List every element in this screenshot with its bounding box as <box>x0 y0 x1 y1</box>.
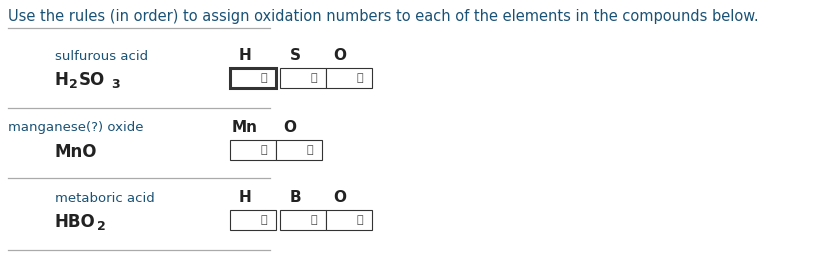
Text: ⌵: ⌵ <box>357 73 363 83</box>
Text: ⌵: ⌵ <box>261 145 267 155</box>
Text: Mn: Mn <box>232 120 258 135</box>
Text: O: O <box>333 190 347 205</box>
Text: Use the rules (in order) to assign oxidation numbers to each of the elements in : Use the rules (in order) to assign oxida… <box>8 8 759 24</box>
Text: ⌵: ⌵ <box>357 215 363 225</box>
Text: ⌵: ⌵ <box>311 215 317 225</box>
Text: metaboric acid: metaboric acid <box>55 192 155 204</box>
Text: H: H <box>238 190 252 205</box>
Text: ⌵: ⌵ <box>307 145 313 155</box>
FancyBboxPatch shape <box>326 210 372 230</box>
FancyBboxPatch shape <box>230 68 276 88</box>
Text: O: O <box>283 120 297 135</box>
FancyBboxPatch shape <box>280 210 326 230</box>
Text: MnO: MnO <box>55 143 97 161</box>
Text: ⌵: ⌵ <box>261 215 267 225</box>
Text: ⌵: ⌵ <box>311 73 317 83</box>
FancyBboxPatch shape <box>230 210 276 230</box>
Text: B: B <box>289 190 301 205</box>
FancyBboxPatch shape <box>276 140 322 160</box>
FancyBboxPatch shape <box>280 68 326 88</box>
Text: H: H <box>238 49 252 64</box>
Text: H: H <box>55 71 69 89</box>
FancyBboxPatch shape <box>326 68 372 88</box>
Text: HBO: HBO <box>55 213 96 231</box>
Text: S: S <box>290 49 301 64</box>
Text: ⌵: ⌵ <box>261 73 267 83</box>
Text: O: O <box>333 49 347 64</box>
Text: sulfurous acid: sulfurous acid <box>55 50 148 62</box>
Text: manganese(?) oxide: manganese(?) oxide <box>8 121 143 135</box>
Text: 2: 2 <box>69 78 77 91</box>
Text: 3: 3 <box>111 78 120 91</box>
Text: 2: 2 <box>97 220 106 233</box>
FancyBboxPatch shape <box>230 140 276 160</box>
Text: SO: SO <box>79 71 105 89</box>
